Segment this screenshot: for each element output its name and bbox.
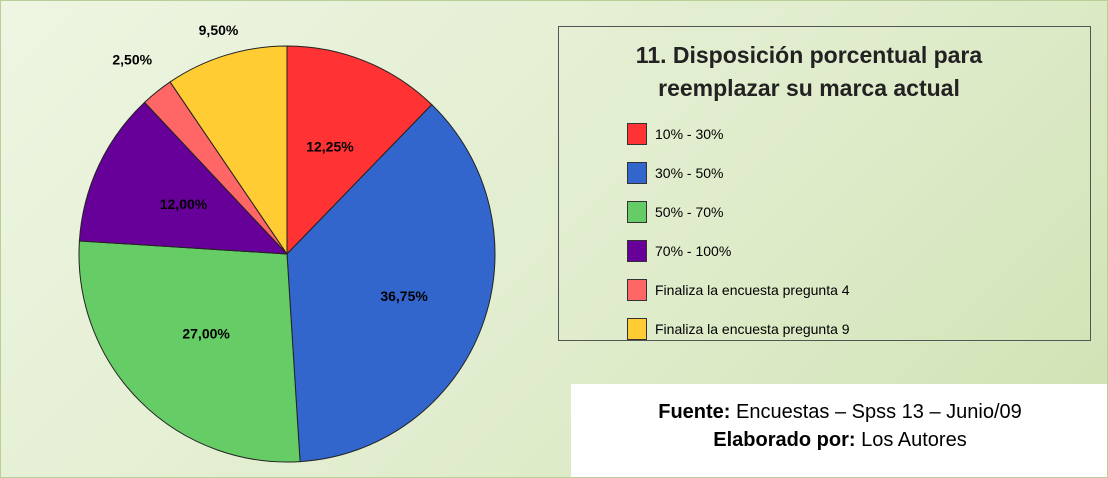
pie-slice [286,103,496,463]
legend-swatch [627,318,647,340]
legend: 11. Disposición porcentual para reemplaz… [558,26,1091,341]
legend-label: 30% - 50% [655,165,724,181]
data-label: 12,25% [306,139,354,155]
author-label: Elaborado por: [713,429,856,451]
source-text: Encuestas – Spss 13 – Junio/09 [736,401,1022,423]
pie-slice [78,240,301,463]
legend-item: 70% - 100% [627,239,731,263]
pie-slice [286,45,433,256]
legend-label: 10% - 30% [655,126,724,142]
legend-label: 50% - 70% [655,204,724,220]
source-box: Fuente: Encuestas – Spss 13 – Junio/09 E… [571,384,1107,477]
author: Elaborado por: Los Autores [571,426,1107,454]
legend-label: Finaliza la encuesta pregunta 4 [655,282,850,298]
chart-title: 11. Disposición porcentual para reemplaz… [635,42,983,101]
author-text: Los Autores [861,429,967,451]
data-label: 2,50% [112,52,152,68]
data-label: 27,00% [182,326,230,342]
legend-swatch [627,162,647,184]
source-label: Fuente: [658,401,731,423]
legend-item: Finaliza la encuesta pregunta 4 [627,278,850,302]
legend-swatch [627,279,647,301]
legend-item: 30% - 50% [627,161,723,185]
legend-label: 70% - 100% [655,243,732,259]
legend-item: Finaliza la encuesta pregunta 9 [627,317,850,341]
source: Fuente: Encuestas – Spss 13 – Junio/09 [571,398,1107,426]
legend-swatch [627,240,647,262]
legend-swatch [627,201,647,223]
legend-swatch [627,123,647,145]
data-label: 9,50% [199,22,239,38]
legend-label: Finaliza la encuesta pregunta 9 [655,321,850,337]
legend-item: 50% - 70% [627,200,723,224]
data-label: 36,75% [380,288,428,304]
pie-area: 12,25% 36,75% 27,00% 12,00% 2,50% 9,50% [78,22,496,463]
data-label: 12,00% [160,196,208,212]
pie-slice [78,101,289,255]
pie-slice [169,45,288,256]
legend-item: 10% - 30% [627,122,723,146]
